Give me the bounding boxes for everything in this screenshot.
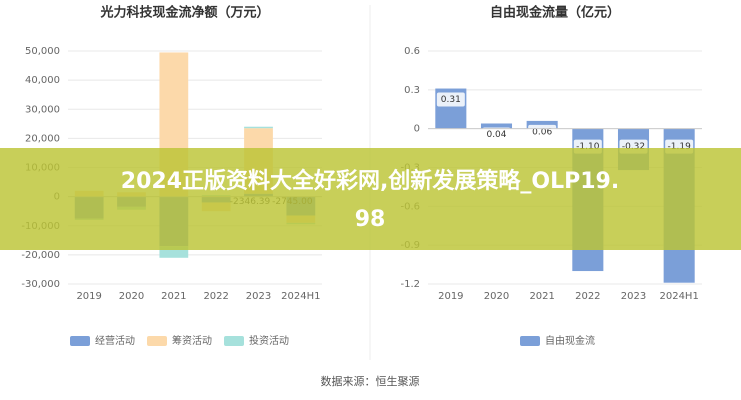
- legend-swatch: [147, 336, 167, 346]
- legend-swatch: [70, 336, 90, 346]
- x-tick-label: 2022: [575, 291, 600, 302]
- banner-text: 2024正版资料大全好彩网,创新发展策略_OLP19. 98: [121, 168, 619, 232]
- bar: [526, 120, 558, 129]
- source: 数据来源：恒生聚源: [321, 374, 420, 388]
- banner-bg: [0, 148, 741, 250]
- y-tick-label: 50,000: [25, 46, 60, 57]
- x-tick-label: 2020: [484, 291, 509, 302]
- value-label: 0.31: [441, 95, 461, 105]
- y-tick-label: 30,000: [25, 104, 60, 115]
- legend-label: 投资活动: [249, 334, 289, 347]
- x-tick-label: 2024H1: [281, 291, 320, 302]
- x-tick-label: 2019: [438, 291, 463, 302]
- value-label: -1.19: [668, 142, 692, 152]
- value-label: 0.04: [486, 130, 506, 140]
- value-label: 0.06: [532, 127, 552, 137]
- x-tick-label: 2021: [161, 291, 186, 302]
- x-tick-label: 2023: [246, 291, 271, 302]
- x-tick-label: 2024H1: [659, 291, 698, 302]
- legend-label: 自由现金流: [545, 334, 595, 347]
- x-tick-label: 2021: [529, 291, 554, 302]
- x-tick-label: 2023: [621, 291, 646, 302]
- y-tick-label: 0.3: [404, 85, 420, 96]
- y-tick-label: 20,000: [25, 133, 60, 144]
- y-tick-label: -1.2: [400, 279, 420, 290]
- value-label: -1.10: [576, 142, 600, 152]
- x-tick-label: 2019: [76, 291, 101, 302]
- y-tick-label: -30,000: [21, 279, 60, 290]
- value-label: -0.32: [622, 142, 645, 152]
- legend-swatch: [224, 336, 244, 346]
- value-label-box: [436, 92, 465, 107]
- y-tick-label: 40,000: [25, 75, 60, 86]
- banner-line: 2024正版资料大全好彩网,创新发展策略_OLP19.: [121, 168, 619, 194]
- chart-title: 光力科技现金流净额（万元）: [99, 5, 269, 21]
- bar: [244, 126, 273, 129]
- legend-label: 筹资活动: [172, 334, 212, 347]
- value-label-box: [482, 127, 511, 142]
- legend-swatch: [520, 336, 540, 346]
- banner-line: 98: [355, 207, 386, 232]
- legend-label: 经营活动: [95, 334, 135, 347]
- y-tick-label: 0: [414, 124, 420, 135]
- x-tick-label: 2020: [119, 291, 144, 302]
- y-tick-label: -20,000: [21, 250, 60, 261]
- bar: [480, 123, 513, 129]
- y-tick-label: 0.6: [404, 46, 420, 57]
- chart-title: 自由现金流量（亿元）: [490, 5, 620, 21]
- x-tick-label: 2022: [203, 291, 228, 302]
- bar: [159, 246, 189, 258]
